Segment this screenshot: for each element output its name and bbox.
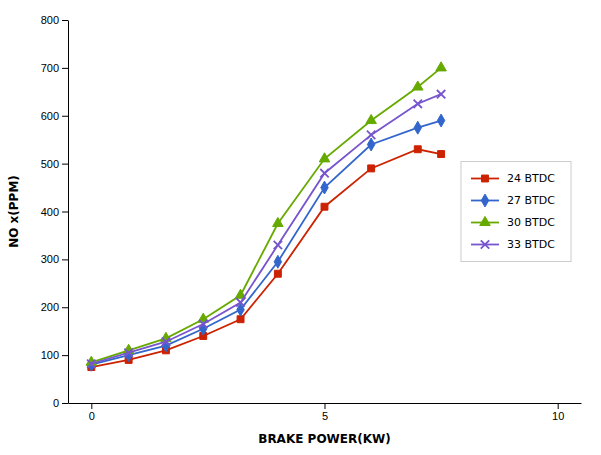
tick-label: 5 xyxy=(322,410,328,422)
point xyxy=(367,131,375,139)
tick-mark xyxy=(62,20,68,21)
tick-label: 0 xyxy=(89,410,95,422)
legend-label: 24 BTDC xyxy=(507,172,555,185)
series-line xyxy=(91,149,441,367)
tick-label: 200 xyxy=(41,301,59,313)
legend: 24 BTDC 27 BTDC 30 BTDC 33 BTDC xyxy=(461,162,571,262)
tick-label: 800 xyxy=(41,14,59,26)
tick: 0 xyxy=(89,403,95,422)
point xyxy=(124,349,132,357)
tick-mark xyxy=(62,355,68,356)
point xyxy=(414,100,422,108)
point xyxy=(274,241,282,249)
legend-frame xyxy=(461,162,571,262)
tick: 700 xyxy=(41,62,68,74)
point xyxy=(321,181,328,194)
tick-mark xyxy=(62,116,68,117)
tick-label: 10 xyxy=(552,410,564,422)
point xyxy=(413,81,424,90)
tick: 10 xyxy=(552,403,564,422)
point xyxy=(366,114,377,123)
tick-label: 400 xyxy=(41,206,59,218)
axis-line xyxy=(68,21,69,404)
tick-mark xyxy=(62,307,68,308)
tick: 200 xyxy=(41,301,68,313)
point xyxy=(436,62,447,71)
tick-label: 0 xyxy=(53,397,59,409)
x-axis-title: BRAKE POWER(KW) xyxy=(258,432,391,446)
point xyxy=(414,146,421,153)
tick-mark xyxy=(62,403,68,404)
plot: 0510010020030040050060070080024 BTDC27 B… xyxy=(41,14,582,422)
tick: 300 xyxy=(41,253,68,265)
point xyxy=(236,298,244,306)
legend-item: 27 BTDC xyxy=(471,194,555,207)
point xyxy=(437,114,444,127)
point xyxy=(414,121,421,134)
point xyxy=(321,203,328,210)
legend-item: 30 BTDC xyxy=(471,216,555,229)
legend-label: 33 BTDC xyxy=(507,238,555,251)
point xyxy=(87,360,95,368)
tick: 500 xyxy=(41,158,68,170)
legend-label: 27 BTDC xyxy=(507,194,555,207)
tick-label: 600 xyxy=(41,110,59,122)
series-group xyxy=(86,62,446,371)
point xyxy=(368,165,375,172)
legend-marker xyxy=(480,216,491,225)
tick-label: 500 xyxy=(41,158,59,170)
tick-mark xyxy=(62,164,68,165)
point xyxy=(274,255,281,268)
tick: 5 xyxy=(322,403,328,422)
tick: 400 xyxy=(41,206,68,218)
legend-item: 33 BTDC xyxy=(471,238,555,251)
tick: 0 xyxy=(53,397,68,409)
chart: 0510010020030040050060070080024 BTDC27 B… xyxy=(0,0,601,455)
point xyxy=(273,217,284,226)
tick-label: 100 xyxy=(41,349,59,361)
y-axis-title: NO x(PPM) xyxy=(7,175,21,248)
tick: 100 xyxy=(41,349,68,361)
series-line xyxy=(91,121,441,365)
legend-marker xyxy=(482,175,489,182)
legend-item: 24 BTDC xyxy=(471,172,555,185)
tick-mark xyxy=(91,403,92,409)
legend-label: 30 BTDC xyxy=(507,216,555,229)
point xyxy=(438,151,445,158)
point xyxy=(274,270,281,277)
x-axis: 0 5 10 xyxy=(69,403,582,422)
tick-mark xyxy=(62,212,68,213)
y-axis: 0 100 200 300 400 500 600 700 800 xyxy=(41,14,69,409)
tick-mark xyxy=(325,403,326,409)
tick-mark xyxy=(62,68,68,69)
point xyxy=(199,320,207,328)
tick-mark xyxy=(558,403,559,409)
point xyxy=(162,338,170,346)
tick: 800 xyxy=(41,14,68,26)
point xyxy=(437,90,445,98)
tick-mark xyxy=(62,259,68,260)
tick-label: 700 xyxy=(41,62,59,74)
point xyxy=(367,138,374,151)
series-line xyxy=(91,68,441,362)
tick-label: 300 xyxy=(41,253,59,265)
legend-marker xyxy=(481,240,489,248)
point xyxy=(320,169,328,177)
point xyxy=(319,153,330,162)
series-line xyxy=(91,94,441,364)
tick: 600 xyxy=(41,110,68,122)
legend-marker xyxy=(481,194,488,207)
